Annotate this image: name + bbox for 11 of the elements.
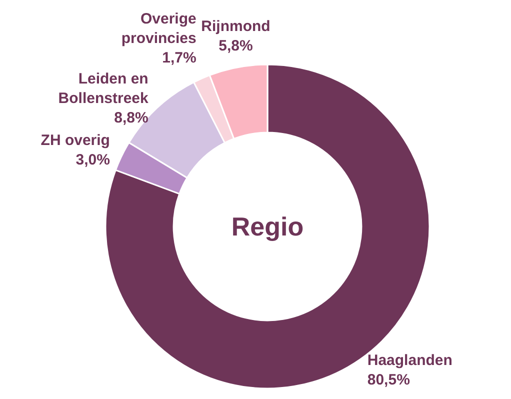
data-label: 80,5%: [367, 371, 410, 388]
data-label: 5,8%: [218, 37, 253, 54]
slice-label: Leiden en Bollenstreek: [58, 70, 149, 107]
data-label: 3,0%: [76, 152, 110, 169]
slice-label: Overige provincies: [121, 10, 196, 48]
slice-label: Rijnmond: [201, 18, 270, 35]
slice-label: Haaglanden: [367, 352, 452, 369]
data-label: 1,7%: [162, 50, 196, 67]
data-label: 8,8%: [114, 109, 148, 126]
slice-label: ZH overig: [40, 132, 110, 150]
text: Regio: [231, 212, 304, 242]
